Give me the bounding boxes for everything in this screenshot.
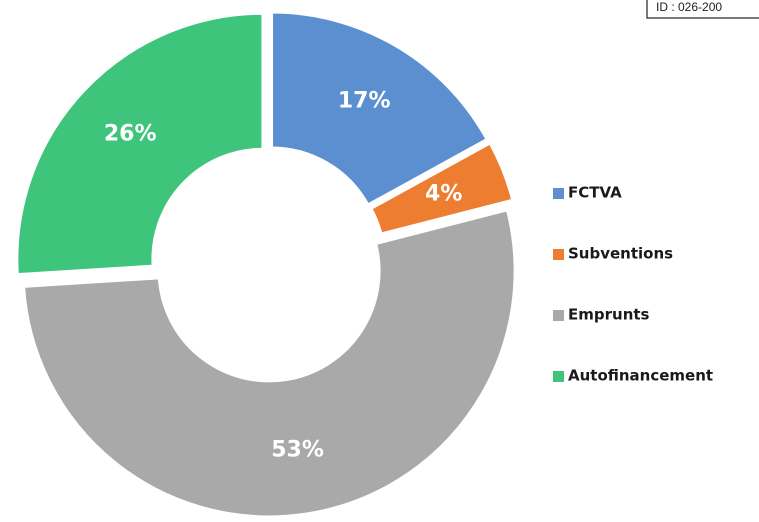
- slice-label: 26%: [104, 122, 157, 147]
- donut-slice: [15, 11, 265, 277]
- id-frame: [646, 0, 759, 19]
- legend-label: FCTVA: [568, 184, 622, 202]
- slice-label: 4%: [425, 181, 462, 206]
- legend-swatch: [553, 188, 564, 199]
- legend-swatch: [553, 249, 564, 260]
- donut-slice: [21, 207, 517, 519]
- legend-swatch: [553, 371, 564, 382]
- donut-slice: [270, 10, 490, 208]
- legend-swatch: [553, 310, 564, 321]
- legend-label: Subventions: [568, 245, 673, 263]
- id-box: ID : 026-200: [646, 0, 759, 19]
- legend-label: Autofinancement: [568, 367, 713, 385]
- slice-label: 53%: [271, 438, 324, 463]
- id-text: ID : 026-200: [656, 0, 722, 14]
- donut-slice: [368, 140, 515, 236]
- legend-label: Emprunts: [568, 306, 650, 324]
- slice-label: 17%: [338, 88, 391, 113]
